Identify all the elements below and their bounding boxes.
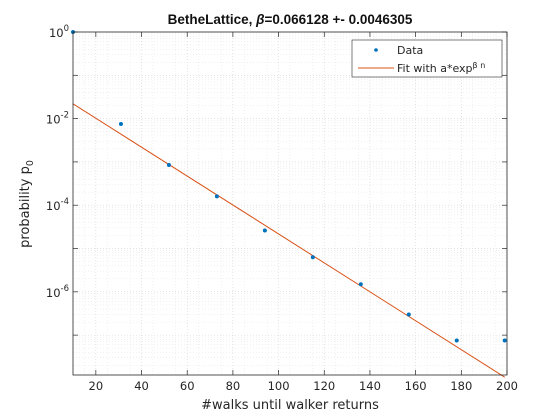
y-tick-label: 10-6 xyxy=(46,284,69,300)
y-tick-label: 10-2 xyxy=(46,111,69,127)
chart-title: BetheLattice, β=0.066128 +- 0.0046305 xyxy=(168,12,413,27)
minor-grid xyxy=(73,32,507,375)
x-tick-label: 180 xyxy=(450,379,472,393)
data-point xyxy=(454,338,459,343)
legend: Data Fit with a*expβ n xyxy=(351,39,503,78)
data-point xyxy=(502,338,507,343)
data-point xyxy=(310,255,315,260)
legend-box xyxy=(351,39,503,78)
x-tick-label: 140 xyxy=(359,379,381,393)
x-tick-label: 80 xyxy=(226,379,241,393)
x-axis-label: #walks until walker returns xyxy=(201,398,379,413)
data-point xyxy=(118,122,123,127)
y-tick-label: 10-4 xyxy=(46,197,69,213)
x-tick-label: 200 xyxy=(496,379,518,393)
x-tick-label: 20 xyxy=(89,379,104,393)
data-point xyxy=(262,228,267,233)
legend-data-label: Data xyxy=(397,44,423,57)
y-tick-labels: 100 10-2 10-4 10-6 xyxy=(46,24,69,300)
x-tick-label: 120 xyxy=(313,379,335,393)
plot-frame xyxy=(72,31,508,376)
x-tick-label: 100 xyxy=(268,379,290,393)
x-tick-label: 40 xyxy=(134,379,149,393)
fit-line xyxy=(72,103,505,378)
data-point xyxy=(406,312,411,317)
x-tick-label: 60 xyxy=(180,379,195,393)
x-tick-label: 160 xyxy=(405,379,427,393)
y-axis-label: probability p0 xyxy=(18,160,36,248)
legend-fit-label: Fit with a*expβ n xyxy=(397,61,485,75)
data-point xyxy=(166,162,171,167)
data-point xyxy=(358,282,363,287)
x-tick-labels: 20 40 60 80 100 120 140 160 180 200 xyxy=(89,379,518,393)
y-tick-label: 100 xyxy=(49,24,69,40)
data-point xyxy=(214,194,219,199)
legend-data-marker xyxy=(374,48,378,52)
axis-ticks xyxy=(73,31,508,375)
fit-series xyxy=(72,103,505,378)
